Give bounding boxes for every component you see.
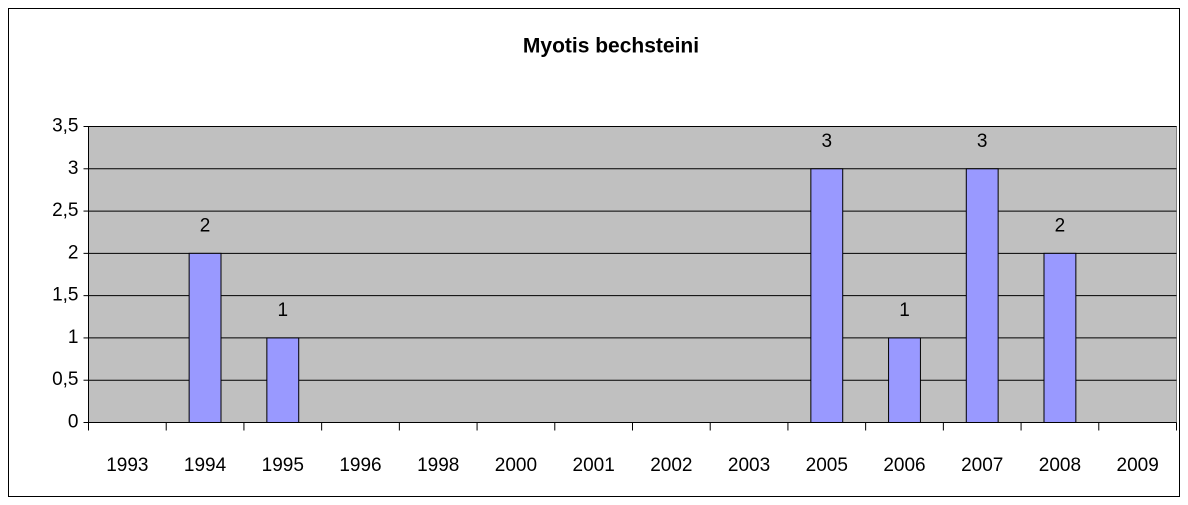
y-tick-label: 0 (68, 412, 79, 433)
x-tick-label: 1995 (262, 455, 304, 476)
x-tick-label: 1998 (417, 455, 459, 476)
y-tick-label: 1,5 (52, 285, 78, 306)
bar (1043, 252, 1077, 423)
x-tick-label: 2002 (650, 455, 692, 476)
x-tick-label: 1994 (184, 455, 227, 476)
bar (266, 337, 300, 423)
bar (810, 168, 844, 423)
x-tick-label: 2008 (1039, 455, 1081, 476)
x-tick-label: 2003 (728, 455, 770, 476)
x-tick-label: 2009 (1117, 455, 1159, 476)
x-tick-label: 2001 (573, 455, 615, 476)
chart-title: Myotis bechsteini (523, 35, 699, 58)
bar (188, 252, 222, 423)
plot-area (88, 126, 1177, 423)
x-tick-label: 2007 (961, 455, 1003, 476)
x-tick-label: 2005 (806, 455, 848, 476)
data-label: 2 (200, 215, 211, 236)
y-tick-label: 1 (68, 327, 79, 348)
y-tick-label: 2,5 (52, 200, 78, 221)
x-tick-label: 2000 (495, 455, 537, 476)
x-tick-label: 1996 (339, 455, 381, 476)
y-tick-label: 3,5 (52, 116, 78, 137)
x-tick-label: 2006 (883, 455, 925, 476)
bar (888, 337, 921, 423)
data-label: 3 (821, 131, 832, 152)
y-tick-label: 3 (68, 158, 79, 179)
y-tick-label: 2 (68, 242, 79, 263)
data-label: 1 (277, 300, 288, 321)
data-label: 1 (899, 300, 910, 321)
x-tick-label: 1993 (106, 455, 148, 476)
data-label: 3 (977, 131, 988, 152)
y-tick-label: 0,5 (52, 369, 78, 390)
bar (965, 168, 999, 423)
data-label: 2 (1055, 215, 1066, 236)
